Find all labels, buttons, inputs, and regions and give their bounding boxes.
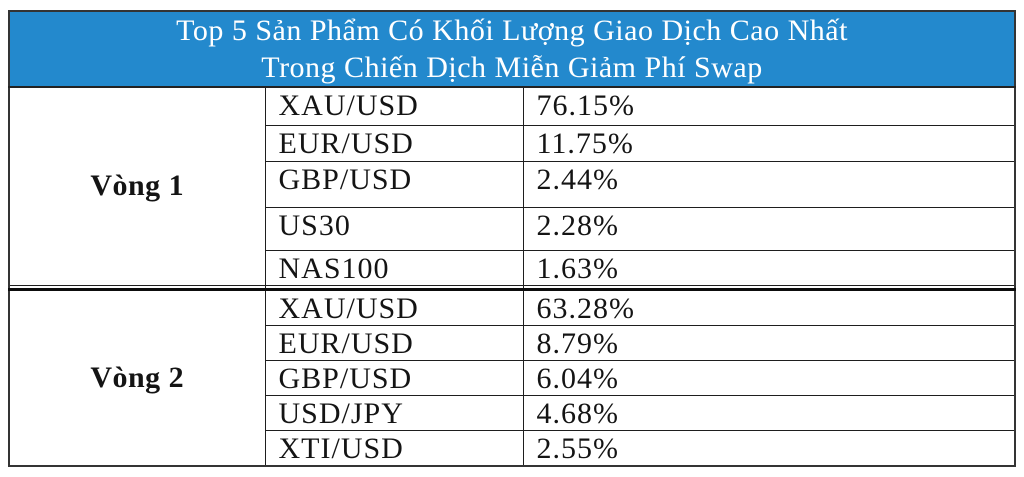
table-row: Vòng 1 XAU/USD 76.15% [8,86,1016,286]
product-cell: US30 [264,206,524,251]
product-cell: GBP/USD [264,359,524,396]
share-cell: 2.28% [522,206,1016,251]
table-title-line1: Top 5 Sản Phẩm Có Khối Lượng Giao Dịch C… [176,14,848,47]
product-cell: EUR/USD [264,124,524,162]
share-cell: 63.28% [522,288,1016,326]
share-cell: 11.75% [522,124,1016,162]
table-row: EUR/USD 8.79% [9,324,1016,361]
section-divider-cell [522,284,1016,291]
table-title-line2: Trong Chiến Dịch Miễn Giảm Phí Swap [261,51,763,84]
table-row: EUR/USD 11.75% [9,124,1016,162]
share-cell: 2.44% [522,160,1016,208]
product-cell: USD/JPY [264,394,524,431]
product-cell: GBP/USD [264,160,524,208]
share-cell: 4.68% [522,394,1016,431]
product-cell: XAU/USD [264,86,524,126]
share-cell: 1.63% [522,249,1016,286]
table-title-row: Top 5 Sản Phẩm Có Khối Lượng Giao Dịch C… [8,10,1016,88]
section-divider [8,284,1016,291]
product-cell: XTI/USD [264,429,524,466]
share-cell: 2.55% [522,429,1016,466]
table-row: US30 2.28% [9,206,1016,251]
top5-swap-products-table: Top 5 Sản Phẩm Có Khối Lượng Giao Dịch C… [8,10,1017,467]
product-cell: NAS100 [264,249,524,286]
product-cell: XAU/USD [264,288,524,326]
table-row: Vòng 2 XAU/USD 63.28% [8,288,1016,466]
share-cell: 8.79% [522,324,1016,361]
share-cell: 6.04% [522,359,1016,396]
table-row: XTI/USD 2.55% [9,429,1016,466]
section-label-vong-2: Vòng 2 [8,288,266,466]
share-cell: 76.15% [522,86,1016,126]
section-label-vong-1: Vòng 1 [8,86,266,286]
table-title: Top 5 Sản Phẩm Có Khối Lượng Giao Dịch C… [8,10,1016,88]
table-row: USD/JPY 4.68% [9,394,1016,431]
product-cell: EUR/USD [264,324,524,361]
